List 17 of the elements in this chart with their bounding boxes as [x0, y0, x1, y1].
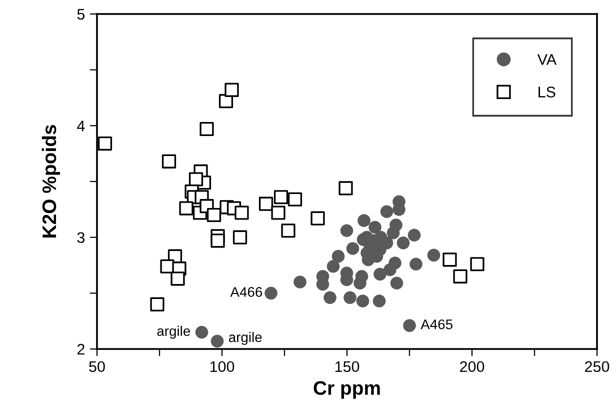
y-tick-label: 4 [77, 120, 85, 132]
annotation: A466 [230, 287, 262, 297]
legend-label: VA [537, 54, 557, 65]
y-tick-label: 2 [77, 344, 84, 355]
x-tick-label: 200 [460, 361, 484, 372]
x-tick-label: 50 [89, 361, 105, 372]
x-axis-title: Cr ppm [314, 381, 380, 399]
annotation: argile [157, 326, 190, 339]
x-tick-label: 250 [585, 361, 610, 372]
y-tick-label: 5 [77, 9, 85, 20]
annotation: A465 [420, 319, 452, 330]
x-tick-label: 150 [335, 361, 360, 372]
legend-label: LS [538, 86, 556, 98]
y-tick-label: 3 [77, 232, 85, 244]
x-tick-label: 100 [210, 361, 234, 372]
annotation: argile [228, 332, 262, 345]
y-axis-title: K2O %poids [42, 125, 60, 238]
